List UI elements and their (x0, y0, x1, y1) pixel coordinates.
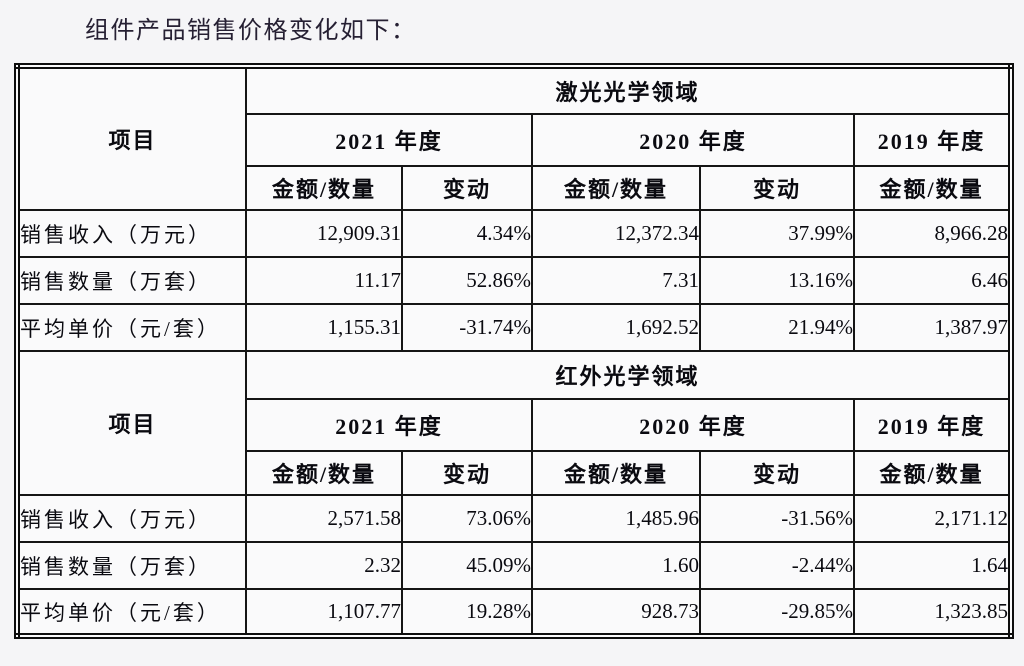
subheader-cell: 变动 (699, 165, 855, 211)
value-cell: 13.16% (699, 256, 855, 305)
value-cell: 11.17 (245, 256, 403, 305)
subheader-cell: 金额/数量 (245, 450, 403, 496)
subheader-cell: 变动 (699, 450, 855, 496)
value-cell: 7.31 (531, 256, 701, 305)
table-section-infrared: 项目 红外光学领域 2021 年度 2020 年度 2019 年度 金额/数量 … (16, 350, 1013, 637)
table-section-laser: 项目 激光光学领域 2021 年度 2020 年度 2019 年度 金额/数量 … (16, 65, 1013, 352)
row-label-cell: 销售收入（万元） (16, 494, 247, 543)
row-label-cell: 平均单价（元/套） (16, 588, 247, 637)
subheader-cell: 金额/数量 (245, 165, 403, 211)
domain-header-cell: 红外光学领域 (244, 350, 1013, 400)
value-cell: 52.86% (401, 256, 533, 305)
subheader-cell: 金额/数量 (531, 450, 701, 496)
table-row: 销售收入（万元） 2,571.58 73.06% 1,485.96 -31.56… (16, 494, 1013, 543)
value-cell: -29.85% (699, 588, 855, 637)
table-row: 销售数量（万套） 11.17 52.86% 7.31 13.16% 6.46 (16, 256, 1013, 305)
page-title: 组件产品销售价格变化如下： (85, 18, 417, 44)
value-cell: 8,966.28 (852, 209, 1013, 258)
table-row: 平均单价（元/套） 1,107.77 19.28% 928.73 -29.85%… (16, 588, 1013, 637)
table-row: 项目 红外光学领域 (16, 350, 1013, 496)
table-row: 销售收入（万元） 12,909.31 4.34% 12,372.34 37.99… (16, 209, 1013, 258)
value-cell: 73.06% (401, 494, 533, 543)
value-cell: 2,171.12 (852, 494, 1013, 543)
table-row: 金额/数量 变动 金额/数量 变动 金额/数量 (17, 165, 1013, 211)
year-header-cell: 2019 年度 (852, 113, 1013, 167)
year-header-cell: 2020 年度 (531, 398, 855, 452)
value-cell: 4.34% (401, 209, 533, 258)
domain-header-cell: 激光光学领域 (244, 65, 1013, 115)
value-cell: 6.46 (852, 256, 1013, 305)
value-cell: 1,107.77 (245, 588, 403, 637)
item-header-cell: 项目 (16, 350, 247, 496)
value-cell: 2,571.58 (245, 494, 403, 543)
value-cell: 1,323.85 (852, 588, 1013, 637)
year-header-cell: 2020 年度 (531, 113, 855, 167)
value-cell: 1.60 (531, 541, 701, 590)
value-cell: 1.64 (852, 541, 1013, 590)
year-header-cell: 2021 年度 (245, 398, 533, 452)
subheader-cell: 变动 (401, 165, 533, 211)
row-label-cell: 销售数量（万套） (16, 256, 247, 305)
value-cell: 19.28% (401, 588, 533, 637)
subheader-cell: 变动 (401, 450, 533, 496)
value-cell: 1,387.97 (852, 303, 1013, 352)
table-row: 2021 年度 2020 年度 2019 年度 (17, 113, 1013, 167)
value-cell: 37.99% (699, 209, 855, 258)
table-row: 项目 激光光学领域 (16, 65, 1013, 211)
value-cell: 21.94% (699, 303, 855, 352)
value-cell: 1,155.31 (245, 303, 403, 352)
value-cell: 12,372.34 (531, 209, 701, 258)
table-row: 销售数量（万套） 2.32 45.09% 1.60 -2.44% 1.64 (16, 541, 1013, 590)
value-cell: 1,692.52 (531, 303, 701, 352)
row-label-cell: 销售数量（万套） (16, 541, 247, 590)
table-row: 2021 年度 2020 年度 2019 年度 (17, 398, 1013, 452)
year-header-cell: 2021 年度 (245, 113, 533, 167)
row-label-cell: 销售收入（万元） (16, 209, 247, 258)
value-cell: 12,909.31 (245, 209, 403, 258)
value-cell: 45.09% (401, 541, 533, 590)
year-header-cell: 2019 年度 (852, 398, 1013, 452)
item-header-cell: 项目 (16, 65, 247, 211)
subheader-cell: 金额/数量 (531, 165, 701, 211)
table-row: 平均单价（元/套） 1,155.31 -31.74% 1,692.52 21.9… (16, 303, 1013, 352)
price-change-table: 项目 激光光学领域 2021 年度 2020 年度 2019 年度 金额/数量 … (14, 63, 1015, 639)
value-cell: 928.73 (531, 588, 701, 637)
value-cell: -31.74% (401, 303, 533, 352)
value-cell: 2.32 (245, 541, 403, 590)
subheader-cell: 金额/数量 (852, 450, 1013, 496)
value-cell: -31.56% (699, 494, 855, 543)
value-cell: 1,485.96 (531, 494, 701, 543)
table-row: 金额/数量 变动 金额/数量 变动 金额/数量 (17, 450, 1013, 496)
row-label-cell: 平均单价（元/套） (16, 303, 247, 352)
subheader-cell: 金额/数量 (852, 165, 1013, 211)
value-cell: -2.44% (699, 541, 855, 590)
